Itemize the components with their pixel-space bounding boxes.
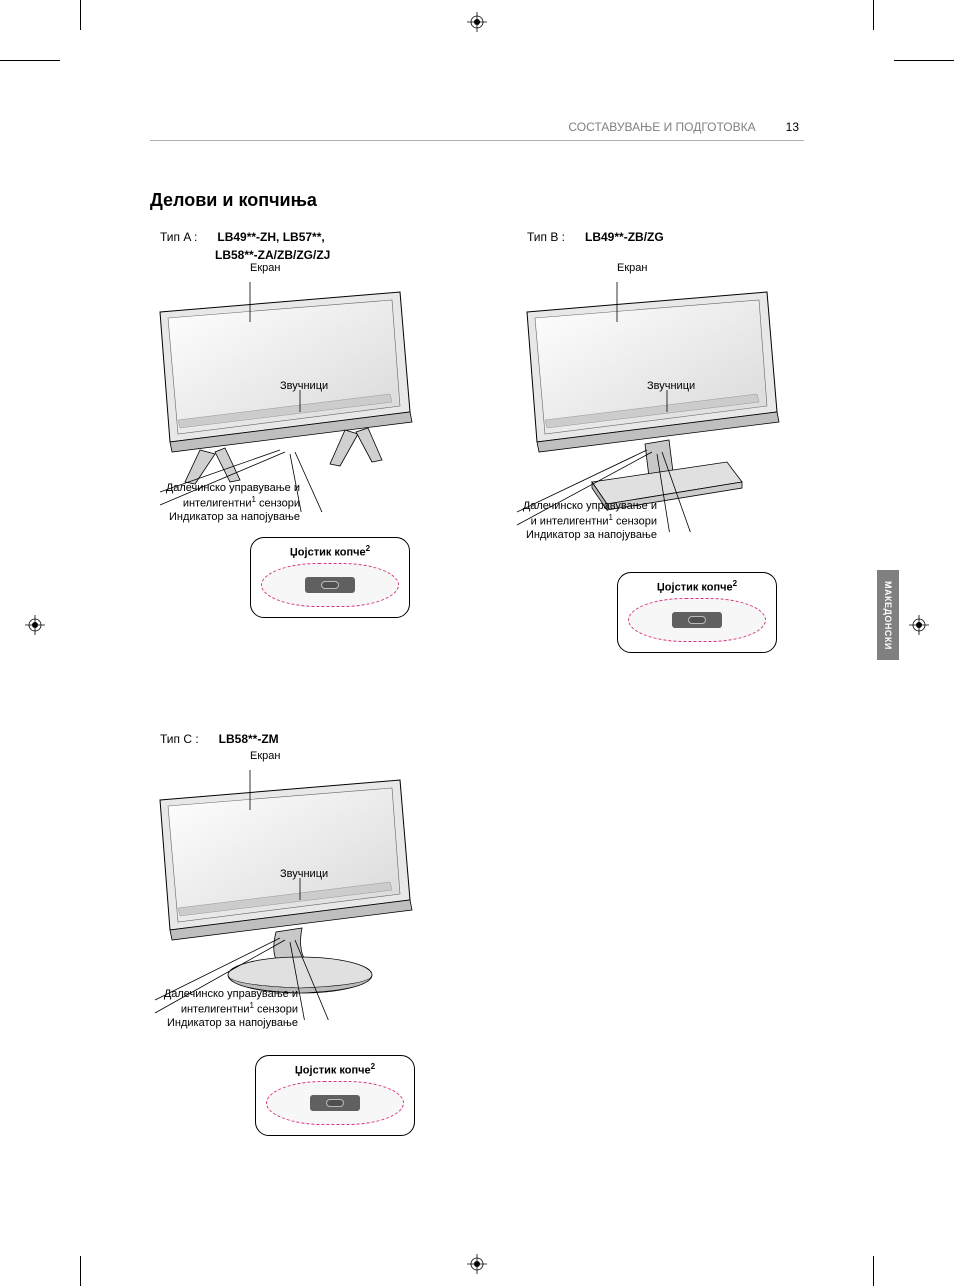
type-label: Тип B : — [527, 230, 565, 244]
registration-mark-icon — [467, 1254, 487, 1274]
label-speakers: Звучници — [647, 380, 695, 393]
joystick-label: Џојстик копче2 — [261, 544, 399, 559]
type-label: Тип C : — [160, 732, 199, 746]
callout-joystick: Џојстик копче2 — [255, 1055, 415, 1136]
panel-type-c: Тип C : LB58**-ZM — [120, 732, 460, 1190]
header-rule — [150, 140, 804, 141]
crop-mark — [873, 1256, 874, 1286]
label-screen: Екран — [250, 750, 280, 763]
callout-joystick: Џојстик копче2 — [617, 572, 777, 653]
callout-joystick: Џојстик копче2 — [250, 537, 410, 618]
joystick-button-icon — [672, 612, 722, 628]
label-speakers: Звучници — [280, 380, 328, 393]
type-models: LB58**-ZM — [219, 732, 279, 746]
type-models: LB49**-ZH, LB57**, — [217, 230, 324, 244]
label-remote-sensor: Далечинско управување и интелигентни1 се… — [98, 988, 298, 1030]
label-remote-sensor: Далечинско управување и и интелигентни1 … — [457, 500, 657, 542]
joystick-button-icon — [305, 577, 355, 593]
joystick-area-icon — [266, 1081, 404, 1125]
tv-illustration-icon — [497, 272, 797, 532]
diagram-type-b: Екран Звучници Далечинско управување и и… — [487, 262, 807, 712]
language-tab: МАКЕДОНСКИ — [877, 570, 899, 660]
type-label: Тип A : — [160, 230, 197, 244]
type-models: LB49**-ZB/ZG — [585, 230, 664, 244]
crop-mark — [0, 60, 60, 61]
diagram-type-c: Екран Звучници Далечинско управување и и… — [120, 750, 440, 1190]
section-title: СОСТАВУВАЊЕ И ПОДГОТОВКА — [568, 120, 755, 134]
page-header: СОСТАВУВАЊЕ И ПОДГОТОВКА 13 — [568, 120, 799, 134]
panel-type-a: Тип A : LB49**-ZH, LB57**, LB58**-ZA/ZB/… — [120, 230, 460, 712]
crop-mark — [873, 0, 874, 30]
panel-type-b: Тип B : LB49**-ZB/ZG — [487, 230, 827, 712]
joystick-label: Џојстик копче2 — [266, 1062, 404, 1077]
type-models: LB58**-ZA/ZB/ZG/ZJ — [215, 248, 460, 262]
registration-mark-icon — [909, 615, 929, 635]
content-grid: Тип A : LB49**-ZH, LB57**, LB58**-ZA/ZB/… — [120, 230, 834, 1190]
page-title: Делови и копчиња — [150, 190, 317, 211]
tv-illustration-icon — [130, 760, 430, 1020]
label-screen: Екран — [617, 262, 647, 275]
crop-mark — [80, 1256, 81, 1286]
label-speakers: Звучници — [280, 868, 328, 881]
joystick-area-icon — [261, 563, 399, 607]
joystick-area-icon — [628, 598, 766, 642]
registration-mark-icon — [467, 12, 487, 32]
label-remote-sensor: Далечинско управување и интелигентни1 се… — [100, 482, 300, 524]
diagram-type-a: Екран Звучници Далечинско управување и и… — [120, 262, 440, 672]
crop-mark — [80, 0, 81, 30]
empty-cell — [487, 732, 834, 1190]
label-screen: Екран — [250, 262, 280, 275]
joystick-label: Џојстик копче2 — [628, 579, 766, 594]
page-number: 13 — [786, 120, 799, 134]
joystick-button-icon — [310, 1095, 360, 1111]
crop-mark — [894, 60, 954, 61]
registration-mark-icon — [25, 615, 45, 635]
